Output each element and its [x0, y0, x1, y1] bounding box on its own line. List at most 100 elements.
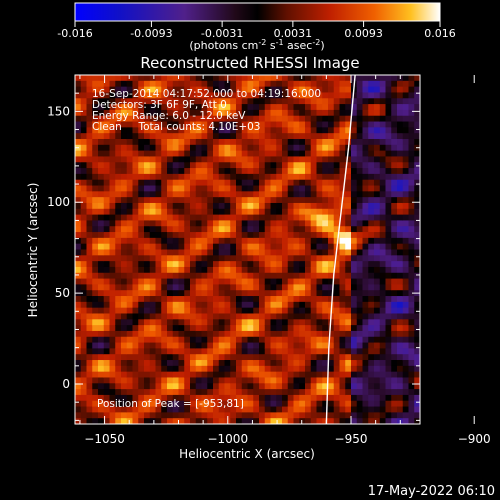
heatmap-cell — [339, 220, 346, 227]
heatmap-cell — [282, 202, 289, 210]
heatmap-cell — [126, 104, 133, 111]
heatmap-cell — [109, 150, 116, 157]
heatmap-cell — [126, 109, 133, 117]
heatmap-cell — [86, 301, 93, 309]
heatmap-cell — [287, 348, 294, 355]
heatmap-cell — [86, 115, 93, 123]
heatmap-cell — [270, 109, 277, 117]
heatmap-cell — [224, 220, 231, 227]
heatmap-cell — [362, 191, 369, 198]
heatmap-cell — [92, 371, 99, 378]
heatmap-cell — [299, 301, 306, 309]
heatmap-cell — [368, 377, 375, 384]
heatmap-cell — [184, 301, 191, 309]
heatmap-cell — [259, 325, 266, 332]
heatmap-cell — [161, 371, 168, 378]
heatmap-cell — [138, 249, 145, 256]
heatmap-cell — [328, 173, 335, 181]
heatmap-cell — [351, 179, 358, 187]
heatmap-cell — [310, 266, 317, 274]
heatmap-cell — [414, 104, 420, 111]
heatmap-cell — [339, 92, 346, 99]
heatmap-cell — [80, 261, 87, 268]
heatmap-cell — [178, 336, 185, 344]
heatmap-cell — [368, 307, 375, 314]
heatmap-cell — [86, 104, 93, 111]
heatmap-cell — [138, 278, 145, 285]
heatmap-cell — [339, 278, 346, 285]
heatmap-cell — [356, 197, 363, 204]
heatmap-cell — [379, 121, 386, 128]
heatmap-cell — [276, 261, 283, 268]
heatmap-cell — [190, 325, 197, 332]
heatmap-cell — [207, 138, 214, 146]
heatmap-cell — [310, 127, 317, 134]
heatmap-cell — [328, 179, 335, 187]
heatmap-cell — [259, 255, 266, 262]
heatmap-cell — [224, 301, 231, 309]
heatmap-cell — [236, 173, 243, 181]
heatmap-cell — [86, 371, 93, 378]
heatmap-cell — [138, 394, 145, 402]
heatmap-cell — [247, 272, 254, 280]
heatmap-cell — [287, 325, 294, 332]
heatmap-cell — [264, 86, 271, 93]
heatmap-cell — [109, 144, 116, 152]
heatmap-cell — [351, 377, 358, 384]
heatmap-cell — [195, 301, 202, 309]
heatmap-cell — [230, 371, 237, 378]
heatmap-cell — [345, 365, 352, 373]
heatmap-cell — [351, 336, 358, 344]
heatmap-cell — [178, 371, 185, 378]
heatmap-cell — [80, 394, 87, 402]
heatmap-cell — [247, 307, 254, 314]
heatmap-cell — [322, 296, 329, 303]
heatmap-cell — [138, 400, 145, 408]
heatmap-cell — [299, 202, 306, 210]
heatmap-cell — [190, 197, 197, 204]
heatmap-cell — [241, 104, 248, 111]
heatmap-cell — [328, 296, 335, 303]
heatmap-cell — [339, 330, 346, 338]
heatmap-cell — [253, 80, 260, 88]
heatmap-cell — [299, 383, 306, 390]
heatmap-cell — [247, 278, 254, 285]
heatmap-cell — [345, 249, 352, 256]
heatmap-cell — [98, 377, 105, 384]
heatmap-cell — [408, 75, 415, 82]
heatmap-cell — [339, 319, 346, 326]
heatmap-cell — [132, 127, 139, 134]
heatmap-cell — [264, 185, 271, 192]
heatmap-cell — [121, 307, 128, 314]
heatmap-cell — [270, 232, 277, 239]
heatmap-cell — [247, 377, 254, 384]
heatmap-cell — [115, 208, 122, 216]
y-tick-label: 50 — [55, 286, 70, 300]
heatmap-cell — [236, 208, 243, 216]
heatmap-cell — [144, 98, 151, 105]
heatmap-cell — [333, 377, 340, 384]
heatmap-cell — [121, 278, 128, 285]
heatmap-cell — [195, 191, 202, 198]
heatmap-cell — [264, 191, 271, 198]
heatmap-cell — [299, 162, 306, 169]
heatmap-cell — [224, 191, 231, 198]
heatmap-cell — [305, 342, 312, 349]
heatmap-cell — [230, 208, 237, 216]
heatmap-cell — [333, 348, 340, 355]
heatmap-cell — [270, 383, 277, 390]
heatmap-cell — [333, 319, 340, 326]
heatmap-cell — [167, 168, 174, 175]
heatmap-cell — [109, 325, 116, 332]
heatmap-cell — [379, 330, 386, 338]
heatmap-cell — [236, 301, 243, 309]
heatmap-cell — [213, 400, 220, 408]
heatmap-cell — [379, 98, 386, 105]
heatmap-cell — [144, 371, 151, 378]
heatmap-cell — [98, 127, 105, 134]
heatmap-cell — [339, 179, 346, 187]
heatmap-cell — [218, 237, 225, 245]
heatmap-cell — [264, 197, 271, 204]
heatmap-cell — [86, 278, 93, 285]
heatmap-cell — [287, 336, 294, 344]
